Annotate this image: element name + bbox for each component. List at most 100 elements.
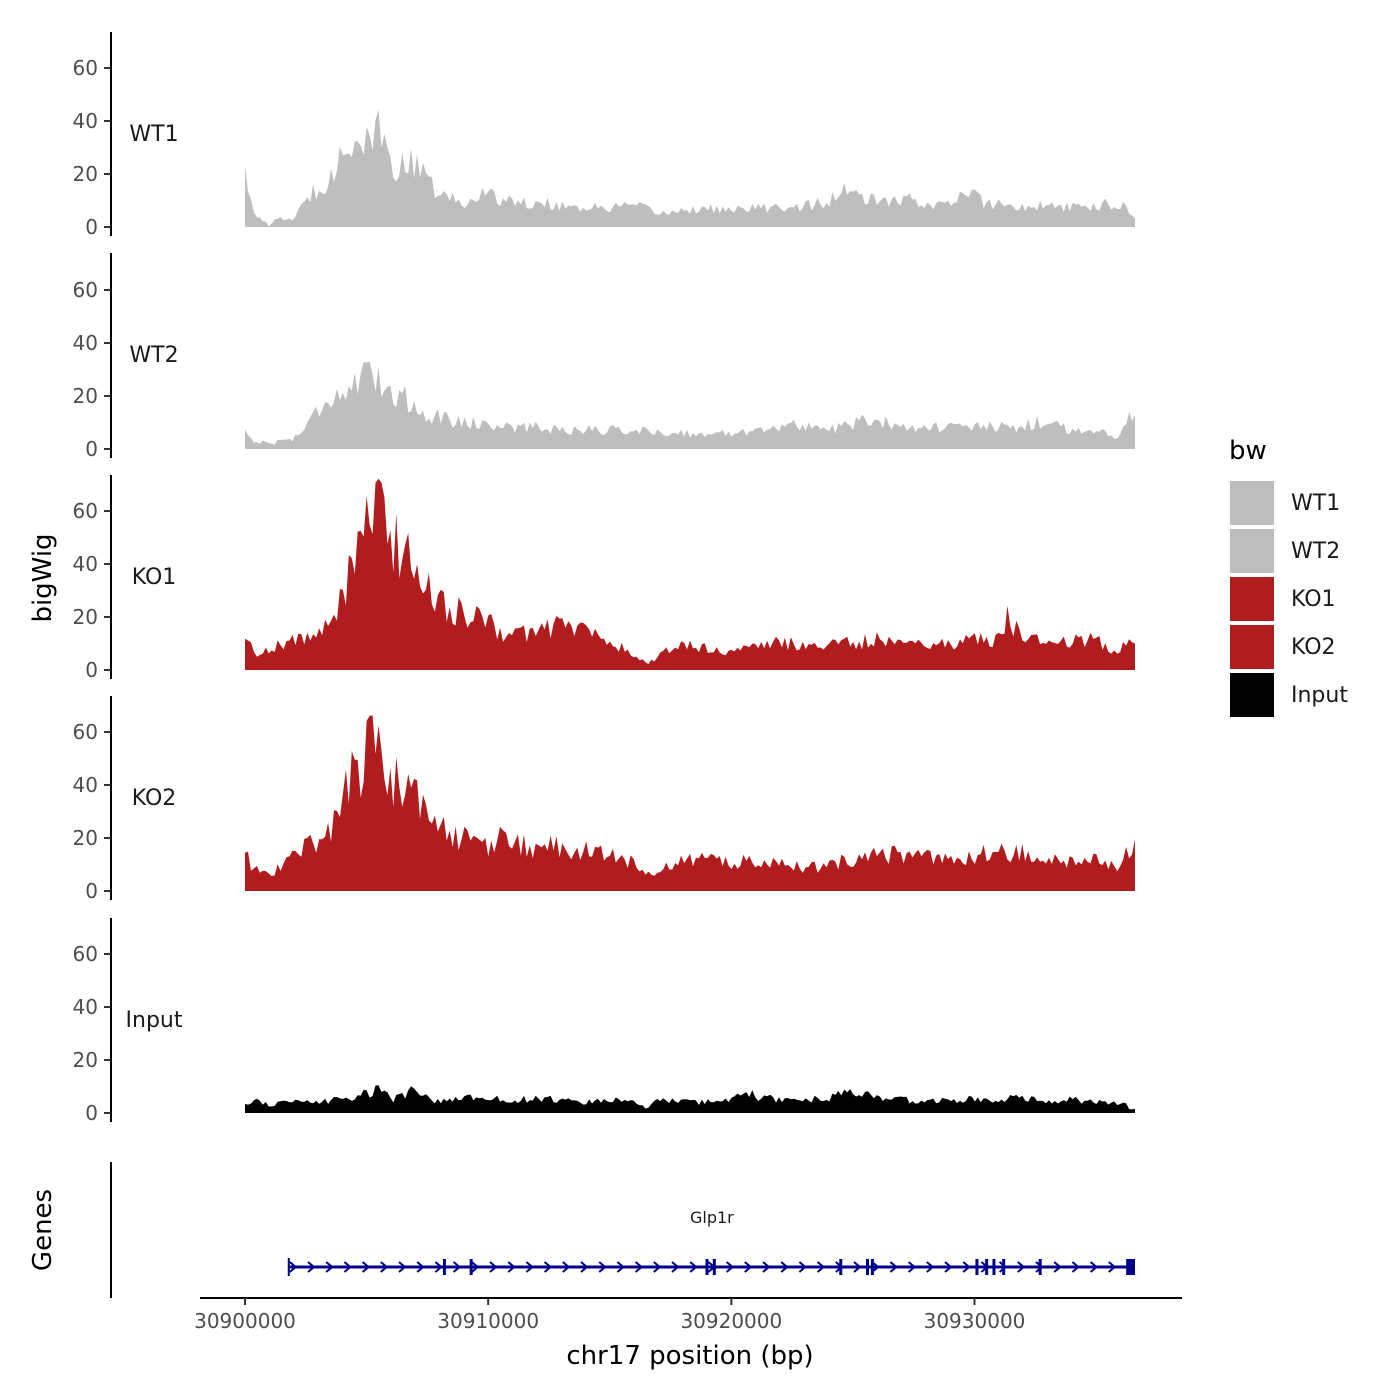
strand-chevron: [1035, 1261, 1044, 1273]
track-input: 0 20 40 60 Input: [73, 918, 1135, 1125]
exon-mark: [992, 1259, 996, 1275]
exon-mark: [1126, 1259, 1130, 1275]
exon-mark: [712, 1259, 716, 1275]
y-tick-label: 60: [73, 499, 98, 523]
y-tick-label: 40: [73, 552, 98, 576]
strand-chevron: [780, 1261, 789, 1273]
legend-swatch-ko2: [1228, 623, 1276, 671]
strand-chevron: [1017, 1261, 1026, 1273]
strand-chevron: [907, 1261, 917, 1273]
strand-chevron: [889, 1261, 898, 1273]
legend-entries: WT1 WT2 KO1 KO2 Input: [1228, 479, 1348, 719]
x-axis: 30900000 30910000 30920000 30930000: [194, 1297, 1182, 1333]
y-tick-label: 40: [73, 773, 98, 797]
y-tick-label: 0: [85, 879, 98, 903]
x-tick-label: 30920000: [680, 1309, 782, 1333]
strand-chevron: [798, 1261, 807, 1273]
x-tick-label: 30910000: [437, 1309, 539, 1333]
strand-chevron: [616, 1261, 625, 1273]
strand-chevron: [416, 1261, 425, 1273]
strand-chevron: [562, 1261, 571, 1273]
legend: bw WT1 WT2 KO1 KO2 Input: [1228, 436, 1348, 719]
strand-chevron: [816, 1261, 826, 1273]
strand-chevron: [1089, 1261, 1099, 1273]
strand-chevron: [580, 1261, 589, 1273]
exon-mark: [469, 1259, 473, 1275]
y-tick-label: 60: [73, 278, 98, 302]
strand-chevron: [853, 1261, 862, 1273]
strand-chevron: [1108, 1261, 1117, 1273]
y-tick-label: 20: [73, 605, 98, 629]
strand-chevron: [452, 1261, 462, 1273]
strand-chevron: [653, 1261, 662, 1273]
gene-track: Glp1r: [287, 1208, 1135, 1276]
strand-chevron: [507, 1261, 516, 1273]
y-tick-label: 20: [73, 826, 98, 850]
track-wt1: 0 20 40 60 WT1: [73, 32, 1135, 239]
strand-chevron: [1053, 1261, 1062, 1273]
strand-chevron: [289, 1261, 298, 1273]
strand-chevron: [343, 1261, 352, 1273]
y-tick-label: 20: [73, 162, 98, 186]
legend-swatch-ko1: [1228, 575, 1276, 623]
strand-chevron: [634, 1261, 644, 1273]
y-tick-label: 40: [73, 331, 98, 355]
track-label-ko1: KO1: [132, 565, 177, 590]
exon-mark: [985, 1259, 989, 1275]
legend-swatch-input: [1228, 671, 1276, 719]
exon-mark: [705, 1259, 709, 1275]
strand-chevron: [671, 1261, 680, 1273]
legend-label-ko2: KO2: [1291, 635, 1336, 660]
track-label-wt2: WT2: [129, 343, 178, 368]
y-tick-label: 40: [73, 995, 98, 1019]
strand-chevron: [525, 1261, 534, 1273]
legend-swatch-wt1: [1228, 479, 1276, 527]
exon-mark: [442, 1259, 446, 1275]
legend-label-wt1: WT1: [1291, 491, 1340, 516]
strand-chevron: [944, 1261, 953, 1273]
strand-chevron: [998, 1261, 1008, 1273]
strand-chevron: [962, 1261, 971, 1273]
gene-panel: Genes Glp1r: [28, 1162, 1135, 1298]
strand-chevron: [325, 1261, 334, 1273]
coverage-area-wt1: [245, 109, 1135, 227]
y-tick-label: 60: [73, 942, 98, 966]
strand-chevron: [489, 1261, 498, 1273]
legend-swatch-wt2: [1228, 527, 1276, 575]
y-tick-label: 20: [73, 1048, 98, 1072]
track-label-input: Input: [126, 1008, 183, 1033]
legend-title: bw: [1229, 436, 1267, 466]
y-tick-label: 40: [73, 109, 98, 133]
strand-chevron: [380, 1261, 389, 1273]
y-tick-label: 0: [85, 215, 98, 239]
track-panels: 0 20 40 60 WT1 0 20 40 60 WT2 0 20 40 60 KO1 0 20 40 60 KO2…: [73, 32, 1135, 1125]
strand-chevron: [307, 1261, 316, 1273]
exon-mark: [866, 1259, 870, 1275]
y-tick-label: 0: [85, 437, 98, 461]
strand-chevron: [762, 1261, 771, 1273]
y-axis-title: bigWig: [28, 533, 58, 622]
exon-mark: [1002, 1259, 1006, 1275]
strand-chevron: [744, 1261, 753, 1273]
strand-chevron: [543, 1261, 553, 1273]
strand-chevron: [434, 1261, 443, 1273]
gene-end-block: [1129, 1259, 1135, 1275]
track-wt2: 0 20 40 60 WT2: [73, 253, 1135, 461]
coverage-area-wt2: [245, 361, 1135, 449]
y-tick-label: 20: [73, 384, 98, 408]
exon-mark: [975, 1259, 979, 1275]
x-axis-title: chr17 position (bp): [566, 1341, 813, 1371]
exon-mark: [1038, 1259, 1042, 1275]
track-label-wt1: WT1: [129, 122, 178, 147]
x-tick-label: 30930000: [924, 1309, 1026, 1333]
coverage-area-ko1: [245, 478, 1135, 670]
gene-name-label: Glp1r: [690, 1208, 734, 1227]
strand-chevron: [398, 1261, 407, 1273]
strand-chevron: [689, 1261, 698, 1273]
y-tick-label: 60: [73, 720, 98, 744]
strand-chevron: [361, 1261, 371, 1273]
strand-chevron: [1071, 1261, 1080, 1273]
track-label-ko2: KO2: [132, 786, 177, 811]
y-tick-label: 0: [85, 658, 98, 682]
